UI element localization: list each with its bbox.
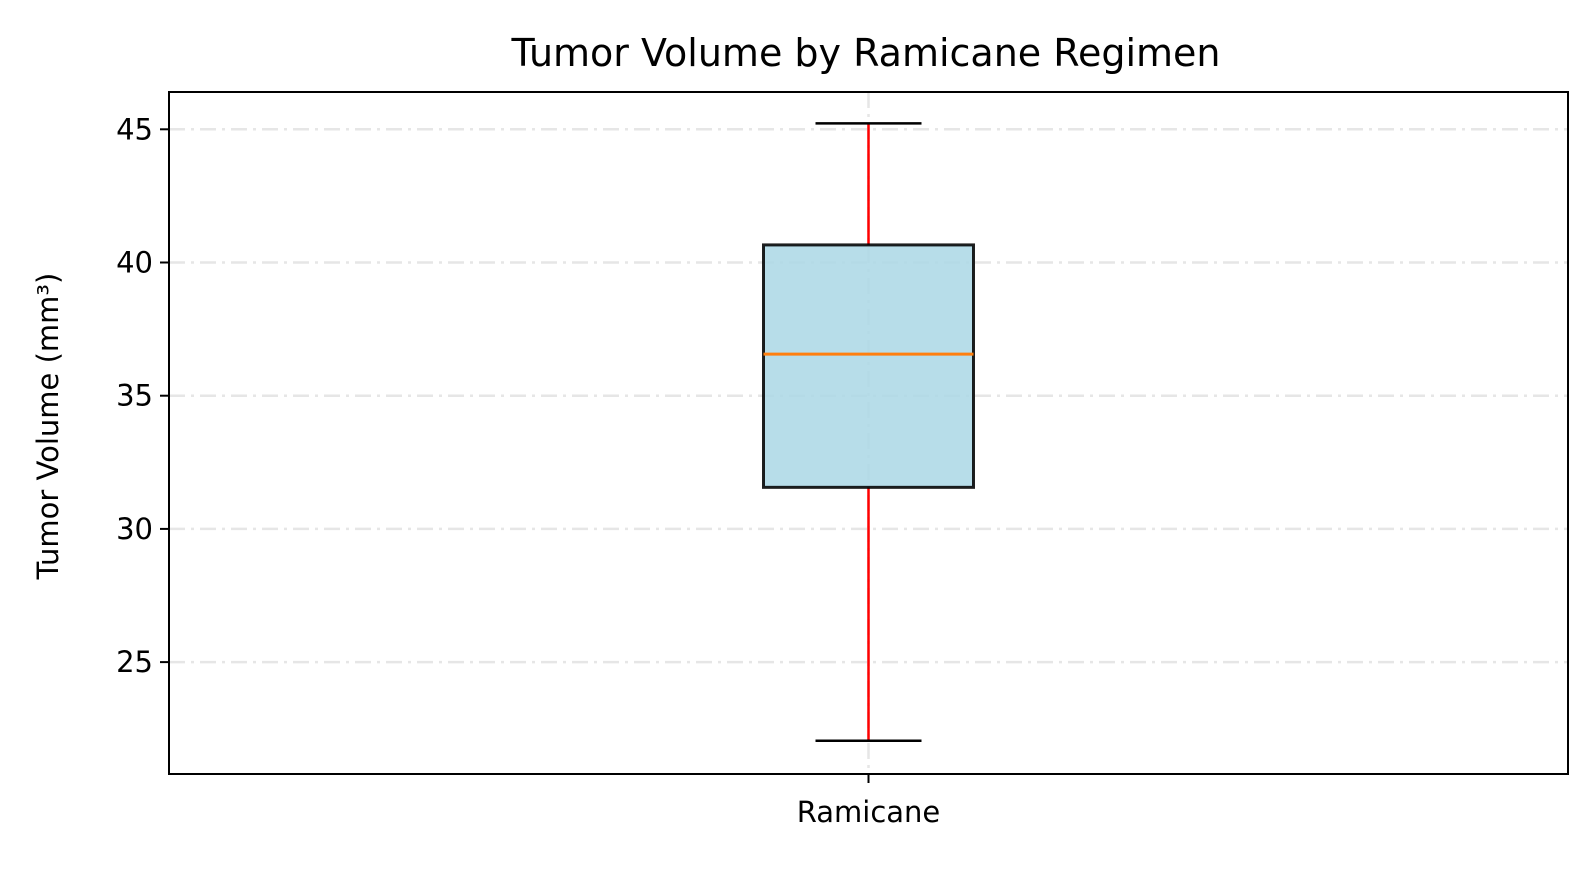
axis-ticks: 25 30 35 40 45 Ramicane bbox=[116, 112, 940, 829]
y-tick-label: 30 bbox=[116, 512, 153, 546]
x-tick-label: Ramicane bbox=[797, 795, 941, 829]
y-tick-label: 35 bbox=[116, 379, 153, 413]
iqr-box bbox=[762, 243, 975, 489]
box-elements bbox=[762, 122, 975, 742]
plot-area-frame bbox=[168, 91, 1569, 775]
chart-title: Tumor Volume by Ramicane Regimen bbox=[511, 31, 1221, 75]
y-tick-label: 25 bbox=[116, 645, 153, 679]
y-tick-label: 45 bbox=[116, 112, 153, 146]
y-tick-label: 40 bbox=[116, 246, 153, 280]
y-axis-label: Tumor Volume (mm³) bbox=[31, 273, 65, 581]
